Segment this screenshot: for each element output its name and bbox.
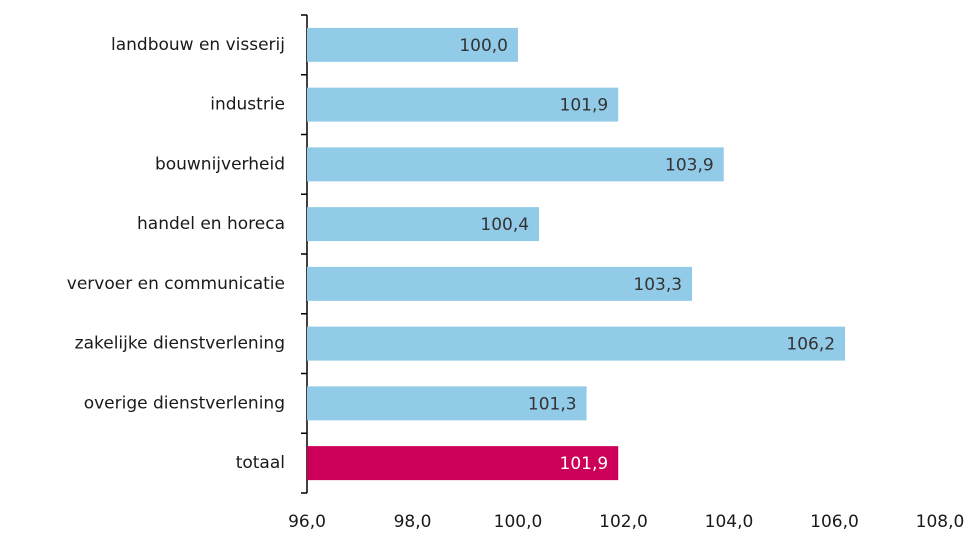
bar (307, 87, 619, 122)
y-tick-label: vervoer en communicatie (67, 274, 285, 294)
bar (307, 446, 619, 481)
value-label: 103,3 (633, 275, 682, 295)
y-tick-label: bouwnijverheid (155, 154, 285, 174)
x-tick-label: 102,0 (599, 512, 648, 532)
value-label: 103,9 (665, 155, 714, 175)
bar (307, 27, 518, 62)
x-tick-label: 96,0 (288, 512, 326, 532)
bar (307, 147, 724, 182)
value-label: 106,2 (786, 335, 835, 355)
bar (307, 386, 587, 421)
y-tick-label: industrie (210, 95, 285, 115)
y-tick-label: handel en horeca (137, 214, 285, 234)
x-tick-label: 100,0 (494, 512, 543, 532)
bar (307, 266, 693, 301)
x-tick-label: 106,0 (810, 512, 859, 532)
value-label: 101,3 (528, 394, 577, 414)
y-tick-label: totaal (236, 453, 285, 473)
value-label: 101,9 (560, 454, 609, 474)
bar (307, 207, 540, 242)
y-tick-label: landbouw en visserij (111, 35, 285, 55)
x-tick-label: 98,0 (394, 512, 432, 532)
x-tick-label: 104,0 (705, 512, 754, 532)
value-label: 101,9 (560, 96, 609, 116)
y-tick-label: overige dienstverlening (84, 393, 285, 413)
x-tick-label: 108,0 (916, 512, 965, 532)
value-label: 100,4 (480, 215, 529, 235)
value-label: 100,0 (459, 36, 508, 56)
y-tick-label: zakelijke dienstverlening (75, 334, 285, 354)
bar (307, 326, 846, 361)
